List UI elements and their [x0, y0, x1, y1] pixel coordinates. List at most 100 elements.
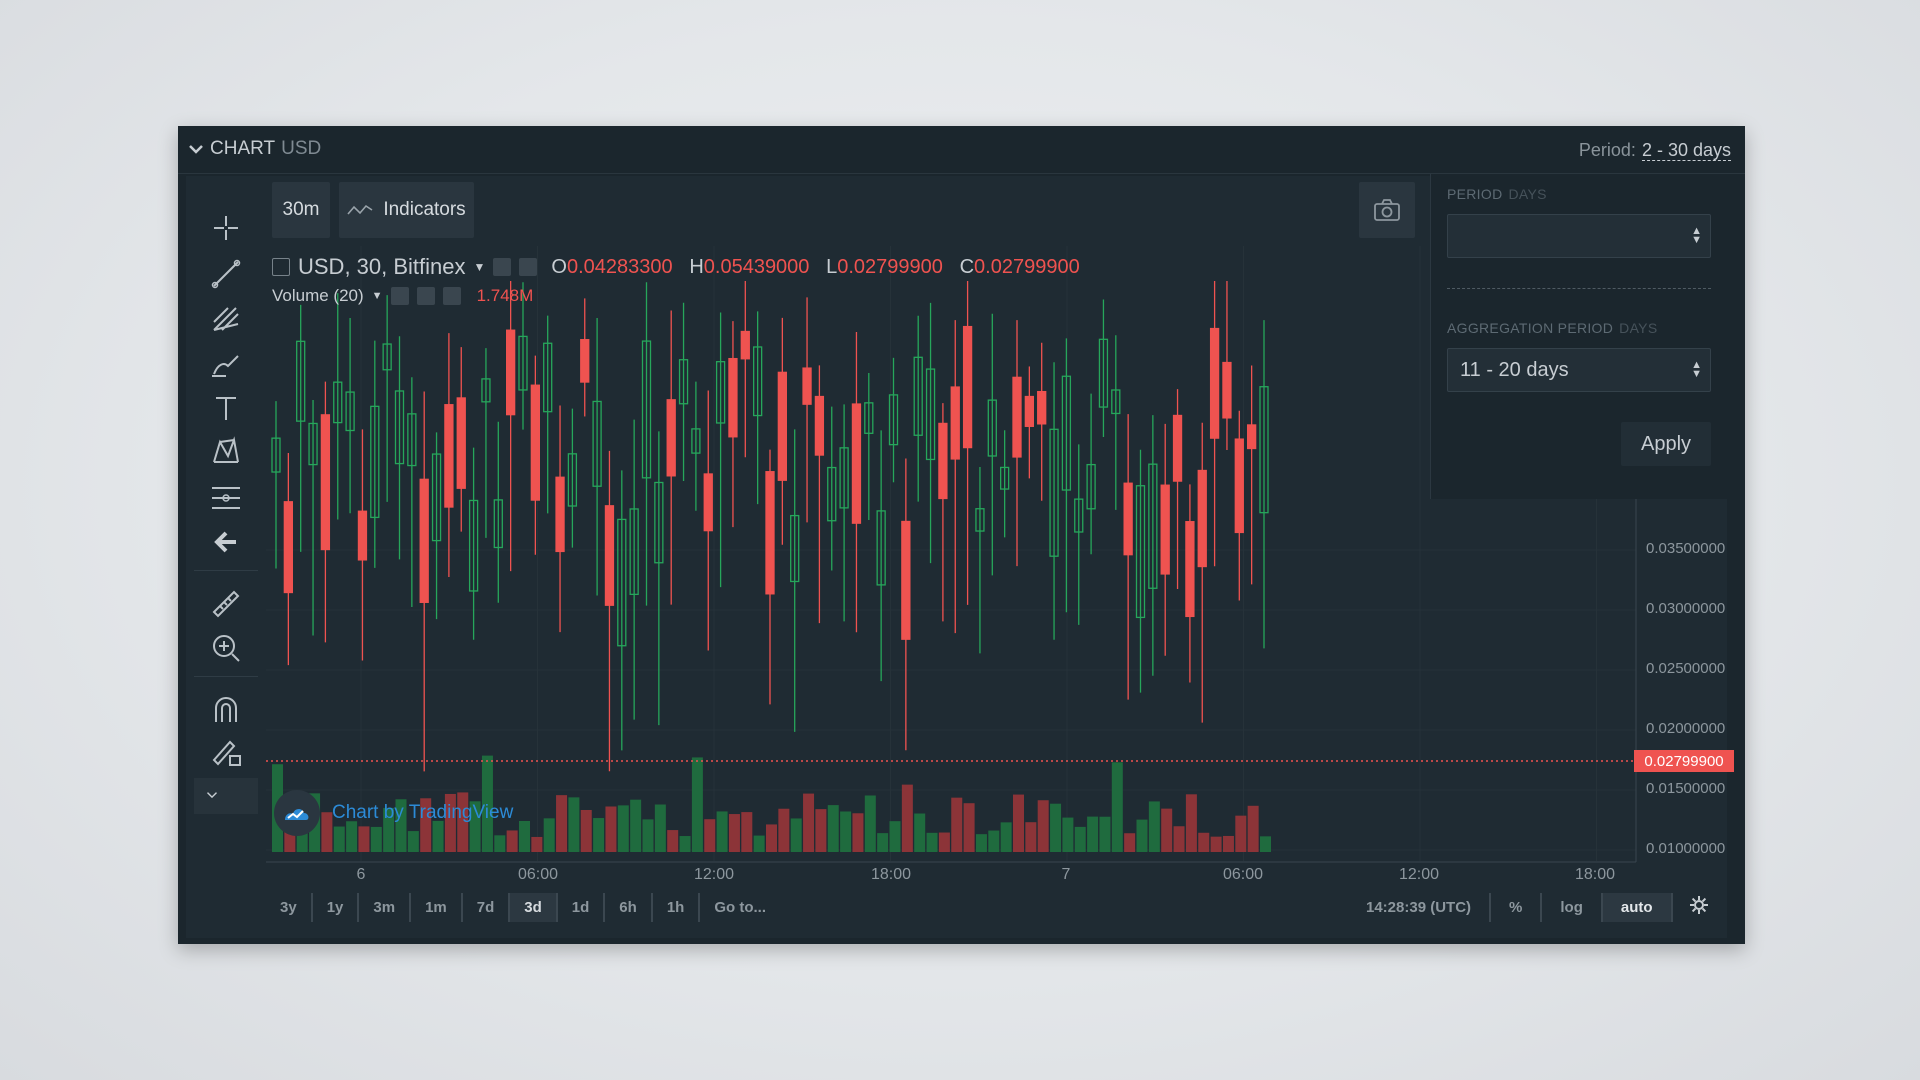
chart-options-bar: 14:28:39 (UTC) % log auto	[1348, 886, 1725, 928]
candle-body	[1247, 424, 1257, 450]
candle-body	[1074, 498, 1084, 533]
volume-label[interactable]: Volume (20)	[272, 286, 364, 305]
candle-body	[790, 514, 800, 583]
indicators-button[interactable]: Indicators	[339, 182, 474, 238]
candle-body	[345, 391, 355, 432]
x-tick: 12:00	[1398, 866, 1440, 883]
candle-body	[925, 368, 936, 461]
range-1y[interactable]: 1y	[313, 892, 360, 922]
caret-down-icon[interactable]: ▼	[371, 290, 383, 302]
camera-icon[interactable]	[1359, 182, 1415, 238]
candle-body	[1172, 414, 1183, 482]
chart-panel: CHART USD Period: 2 - 30 days	[178, 126, 1745, 944]
interval-button[interactable]: 30m	[272, 182, 330, 238]
x-tick: 06:00	[517, 866, 559, 883]
open-value: 0.04283300	[566, 255, 673, 278]
eye-icon[interactable]	[493, 258, 512, 276]
volume-bar	[852, 813, 864, 852]
settings-icon[interactable]	[1673, 895, 1725, 919]
lock-drawing-icon[interactable]	[208, 734, 244, 770]
volume-bar	[753, 835, 765, 852]
candle-body	[357, 510, 368, 561]
aggregation-select[interactable]: 11 - 20 days ▲ ▼	[1447, 348, 1711, 392]
range-1h[interactable]: 1h	[653, 892, 701, 922]
candle-body	[765, 471, 775, 595]
close-icon[interactable]	[442, 287, 461, 305]
back-arrow-icon[interactable]	[208, 524, 244, 560]
text-icon[interactable]	[208, 390, 244, 426]
tradingview-watermark[interactable]: Chart by TradingView	[274, 790, 513, 836]
zoom-in-icon[interactable]	[208, 630, 244, 666]
gear-icon[interactable]	[416, 287, 435, 305]
eye-icon[interactable]	[390, 287, 409, 305]
volume-bar	[494, 835, 506, 852]
candle-body	[530, 384, 541, 501]
volume-bar	[1099, 816, 1111, 852]
volume-bar	[568, 797, 580, 852]
candle-body	[802, 367, 812, 405]
volume-bar	[1087, 816, 1099, 852]
ohlc-values: O0.04283300 H0.05439000 L0.02799900 C0.0…	[551, 256, 1079, 279]
period-select[interactable]: ▲ ▼	[1447, 214, 1711, 258]
candle-body	[456, 397, 466, 489]
candle-body	[1000, 466, 1010, 490]
divider	[1447, 288, 1711, 289]
chart-currency: USD	[281, 138, 322, 159]
period-selector[interactable]: Period: 2 - 30 days	[1579, 140, 1731, 161]
candle-body	[505, 329, 516, 416]
volume-bar	[938, 832, 950, 852]
candle-body	[629, 508, 639, 596]
y-tick: 0.03000000	[1646, 600, 1726, 617]
utc-clock[interactable]: 14:28:39 (UTC)	[1348, 892, 1492, 922]
log-toggle[interactable]: log	[1542, 892, 1603, 922]
chart-title[interactable]: CHART USD	[188, 138, 321, 160]
candle-body	[654, 481, 664, 564]
volume-bar	[1000, 822, 1012, 852]
volume-bar	[704, 819, 716, 852]
range-3m[interactable]: 3m	[359, 892, 412, 922]
ruler-icon[interactable]	[208, 586, 244, 622]
candle-body	[950, 386, 960, 460]
magnet-icon[interactable]	[208, 692, 244, 728]
range-6h[interactable]: 6h	[605, 892, 653, 922]
price-axis[interactable]: 0.03500000 0.03000000 0.02500000 0.02000…	[1636, 176, 1727, 866]
candle-body	[419, 478, 429, 603]
auto-toggle[interactable]: auto	[1602, 892, 1673, 922]
percent-toggle[interactable]: %	[1491, 892, 1543, 922]
pitchfork-icon[interactable]	[208, 300, 244, 336]
range-3d[interactable]: 3d	[510, 892, 558, 922]
x-tick: 6	[356, 866, 366, 883]
x-tick: 06:00	[1222, 866, 1264, 883]
candle-body	[777, 371, 787, 481]
low-value: 0.02799900	[837, 255, 943, 278]
candle-body	[728, 357, 738, 438]
period-value[interactable]: 2 - 30 days	[1641, 140, 1731, 161]
range-7d[interactable]: 7d	[463, 892, 511, 922]
trend-line-icon[interactable]	[208, 256, 244, 292]
range-3y[interactable]: 3y	[266, 892, 313, 922]
goto-date-button[interactable]: Go to...	[714, 898, 766, 916]
y-tick: 0.02000000	[1646, 720, 1726, 737]
candle-body	[753, 346, 763, 417]
candle-body	[938, 422, 948, 500]
fib-icon[interactable]	[208, 480, 244, 516]
volume-bar	[654, 804, 666, 852]
volume-bar	[642, 819, 654, 852]
volume-bar	[951, 797, 963, 852]
range-1d[interactable]: 1d	[558, 892, 606, 922]
brush-icon[interactable]	[208, 346, 244, 382]
range-1m[interactable]: 1m	[411, 892, 463, 922]
candle-body	[987, 399, 997, 457]
candle-body	[864, 402, 874, 434]
apply-button[interactable]: Apply	[1621, 422, 1711, 466]
chart-title-label: CHART	[210, 138, 276, 159]
volume-bar	[988, 830, 1000, 852]
y-tick: 0.03500000	[1646, 540, 1726, 557]
pattern-icon[interactable]	[208, 434, 244, 470]
legend-toggle-icon[interactable]	[272, 258, 290, 276]
caret-down-icon[interactable]: ▼	[473, 260, 486, 274]
gear-icon[interactable]	[519, 258, 538, 276]
crosshair-icon[interactable]	[208, 210, 244, 246]
symbol-name[interactable]: USD, 30, Bitfinex	[298, 254, 466, 279]
collapse-icon[interactable]	[194, 778, 258, 814]
